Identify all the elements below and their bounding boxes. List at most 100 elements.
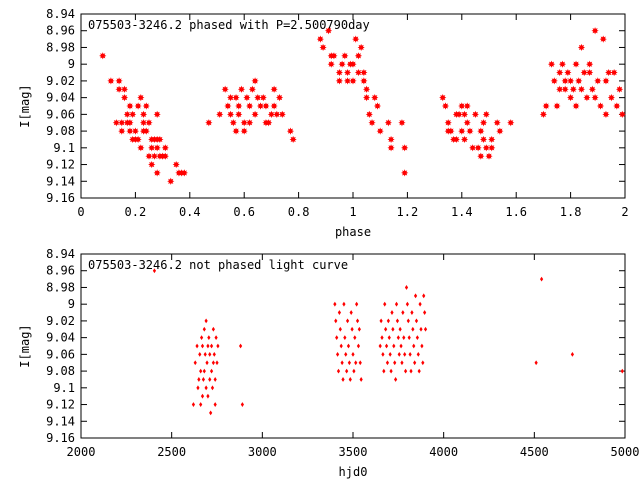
data-point <box>357 326 361 332</box>
data-point <box>240 402 244 407</box>
data-point <box>371 94 379 102</box>
data-point <box>422 293 426 299</box>
data-point <box>180 169 188 177</box>
data-point <box>394 377 398 382</box>
data-point <box>407 335 411 341</box>
data-point <box>387 144 395 152</box>
data-point <box>458 102 466 110</box>
data-point <box>380 335 384 341</box>
data-point <box>202 326 206 332</box>
data-point <box>474 144 482 152</box>
y-tick-label: 8.96 <box>46 264 75 278</box>
data-point <box>273 110 281 118</box>
y-tick-label: 9.1 <box>53 141 75 155</box>
data-point <box>120 85 129 93</box>
x-tick-label: 5000 <box>611 445 640 459</box>
data-point <box>599 35 607 43</box>
data-point <box>477 127 485 135</box>
data-point <box>463 102 471 110</box>
data-point <box>493 119 501 127</box>
data-point <box>482 110 490 118</box>
x-tick-label: 0.2 <box>125 205 147 219</box>
data-point <box>460 110 469 118</box>
y-tick-label: 9.12 <box>46 398 75 412</box>
data-point <box>210 385 215 391</box>
data-point <box>209 343 214 349</box>
data-point <box>387 135 395 144</box>
x-tick-label: 3000 <box>248 445 277 459</box>
x-tick-label: 1 <box>349 205 356 219</box>
data-point <box>270 85 278 93</box>
data-point <box>387 335 391 341</box>
data-point <box>572 60 580 68</box>
data-point <box>238 343 243 349</box>
data-point <box>356 343 361 349</box>
data-point <box>208 351 212 357</box>
data-point <box>394 301 399 307</box>
data-point <box>389 368 393 374</box>
data-point <box>463 119 471 127</box>
data-point <box>588 85 596 93</box>
y-tick-label: 9.04 <box>46 331 75 345</box>
data-point <box>575 77 583 85</box>
data-point <box>341 377 345 382</box>
data-point <box>577 85 586 93</box>
data-point <box>207 335 211 341</box>
data-point <box>396 335 400 341</box>
y-tick-label: 9 <box>68 297 75 311</box>
data-point <box>206 343 210 349</box>
data-point <box>341 52 349 60</box>
data-point <box>316 35 324 43</box>
data-point <box>153 169 161 177</box>
y-tick-label: 9.06 <box>46 347 75 361</box>
data-point <box>349 310 353 315</box>
data-point <box>319 43 327 52</box>
data-point <box>126 119 134 127</box>
data-point <box>227 110 235 118</box>
data-point <box>191 402 196 407</box>
data-point <box>99 52 107 60</box>
data-point <box>346 343 351 349</box>
data-point <box>382 368 386 374</box>
data-point <box>416 351 420 357</box>
data-point <box>564 68 572 77</box>
data-point <box>399 343 403 349</box>
data-point <box>208 377 212 382</box>
data-point <box>203 351 207 357</box>
data-point <box>412 343 416 349</box>
data-point <box>391 326 395 332</box>
data-point <box>213 402 217 407</box>
y-tick-label: 8.94 <box>46 7 75 21</box>
y-tick-label: 9.08 <box>46 124 75 138</box>
data-point <box>240 127 248 135</box>
x-tick-label: 2000 <box>67 445 96 459</box>
data-point <box>145 152 153 160</box>
data-point <box>570 351 575 357</box>
data-point <box>357 43 365 52</box>
data-point <box>197 377 201 382</box>
data-point <box>343 335 347 341</box>
data-point <box>129 110 137 118</box>
data-point <box>142 102 150 110</box>
data-point <box>352 35 360 43</box>
data-point <box>404 285 409 290</box>
data-point <box>209 410 213 416</box>
data-point <box>577 43 586 52</box>
data-point <box>384 343 389 349</box>
data-point <box>452 135 460 144</box>
data-point <box>398 326 402 332</box>
data-point <box>586 68 594 77</box>
data-point <box>602 77 610 85</box>
x-tick-label: 4500 <box>520 445 549 459</box>
data-point <box>583 94 591 102</box>
x-tick-label: 1.8 <box>560 205 582 219</box>
data-point <box>232 127 240 135</box>
data-point <box>469 144 477 152</box>
data-point <box>334 318 338 324</box>
x-tick-label: 0.6 <box>233 205 255 219</box>
x-tick-label: 0.4 <box>179 205 201 219</box>
data-point <box>539 110 547 118</box>
data-point <box>115 77 123 85</box>
data-point <box>213 377 217 382</box>
data-point <box>392 343 396 349</box>
